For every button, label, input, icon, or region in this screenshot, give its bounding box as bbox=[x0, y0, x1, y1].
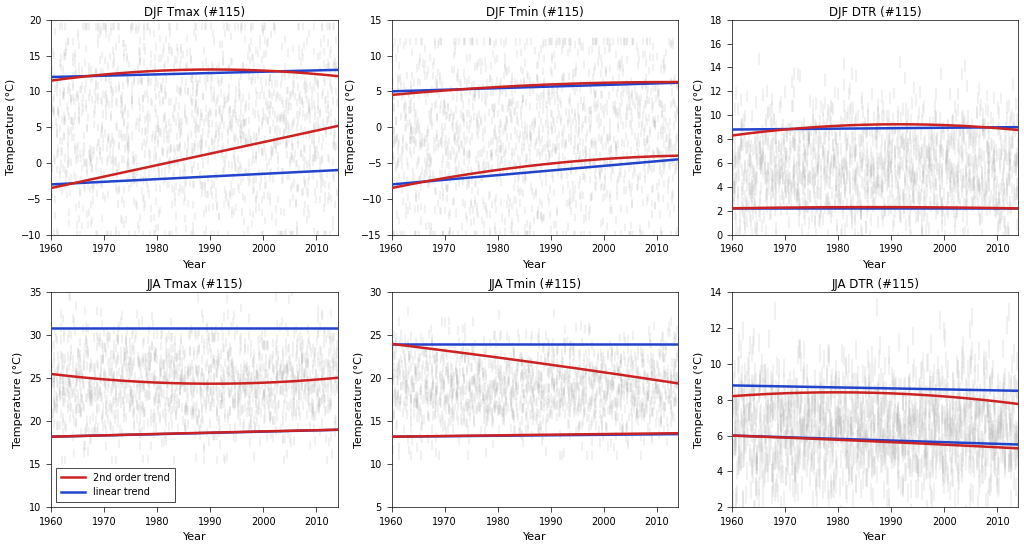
Title: DJF Tmin (#115): DJF Tmin (#115) bbox=[486, 5, 584, 19]
Y-axis label: Temperature (°C): Temperature (°C) bbox=[354, 352, 364, 448]
Title: DJF Tmax (#115): DJF Tmax (#115) bbox=[143, 5, 245, 19]
Legend: 2nd order trend, linear trend: 2nd order trend, linear trend bbox=[56, 468, 175, 503]
X-axis label: Year: Year bbox=[182, 533, 206, 543]
Y-axis label: Temperature (°C): Temperature (°C) bbox=[13, 352, 24, 448]
Title: DJF DTR (#115): DJF DTR (#115) bbox=[829, 5, 922, 19]
X-axis label: Year: Year bbox=[863, 533, 887, 543]
Y-axis label: Temperature (°C): Temperature (°C) bbox=[694, 352, 705, 448]
Y-axis label: Temperature (°C): Temperature (°C) bbox=[694, 79, 705, 175]
X-axis label: Year: Year bbox=[863, 260, 887, 270]
Title: JJA Tmax (#115): JJA Tmax (#115) bbox=[146, 278, 243, 291]
X-axis label: Year: Year bbox=[523, 260, 547, 270]
Y-axis label: Temperature (°C): Temperature (°C) bbox=[5, 79, 15, 175]
X-axis label: Year: Year bbox=[182, 260, 206, 270]
Title: JJA Tmin (#115): JJA Tmin (#115) bbox=[488, 278, 582, 291]
Y-axis label: Temperature (°C): Temperature (°C) bbox=[346, 79, 356, 175]
Title: JJA DTR (#115): JJA DTR (#115) bbox=[831, 278, 920, 291]
X-axis label: Year: Year bbox=[523, 533, 547, 543]
